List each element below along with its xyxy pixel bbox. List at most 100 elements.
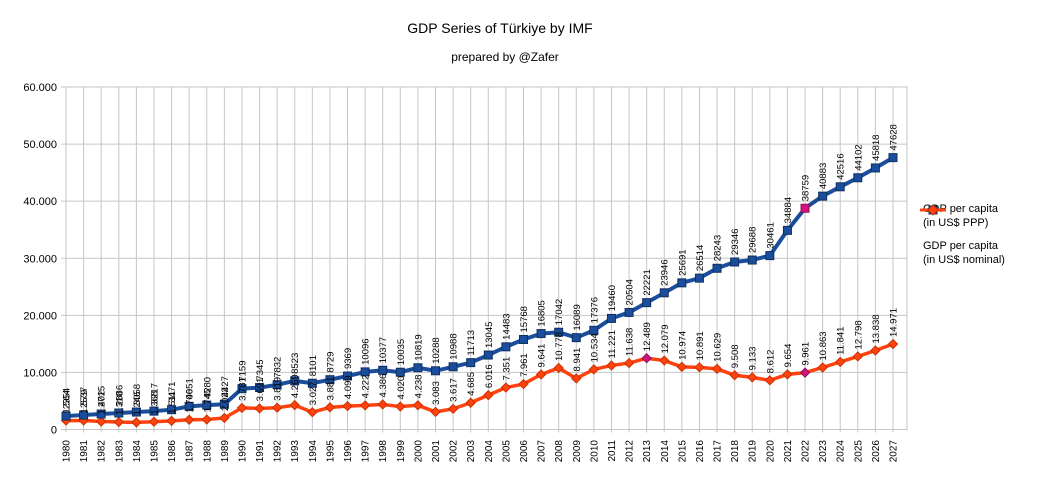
data-label: 4.099 <box>343 375 354 399</box>
x-tick-label: 2007 <box>537 440 548 463</box>
x-tick-label: 1982 <box>97 440 108 463</box>
highlighted-square-marker <box>800 203 810 213</box>
x-tick-label: 2021 <box>783 440 794 463</box>
data-label: 10.891 <box>695 331 706 360</box>
data-label: 4.386 <box>378 374 389 398</box>
data-label: 9.654 <box>783 344 794 368</box>
data-label: 9.508 <box>730 344 741 368</box>
x-tick-label: 2014 <box>660 440 671 463</box>
diamond-marker <box>219 412 230 424</box>
diamond-marker <box>430 406 441 418</box>
data-label: 16089 <box>572 304 583 330</box>
data-label: 17376 <box>589 297 600 323</box>
highlighted-diamond-marker <box>799 367 811 378</box>
data-label: 30461 <box>765 222 776 248</box>
square-marker <box>167 405 177 415</box>
data-label: 11.221 <box>607 330 618 358</box>
diamond-marker <box>166 415 177 427</box>
data-label: 1.402 <box>97 391 108 415</box>
data-label: 29346 <box>730 229 741 255</box>
x-tick-label: 1994 <box>308 440 319 463</box>
x-tick-label: 1993 <box>290 440 301 463</box>
x-tick-label: 2010 <box>589 440 600 463</box>
x-tick-label: 2022 <box>801 440 812 463</box>
data-label: 3471 <box>167 382 178 403</box>
diamond-marker <box>254 403 265 414</box>
square-marker <box>448 362 458 372</box>
data-label: 3217 <box>149 383 160 404</box>
data-label: 12.079 <box>660 324 671 353</box>
x-tick-label: 2016 <box>695 440 706 463</box>
data-label: 3.617 <box>449 378 460 402</box>
square-marker <box>642 298 652 308</box>
x-tick-label: 1990 <box>237 440 248 463</box>
square-marker <box>255 383 265 393</box>
x-tick-label: 2003 <box>466 440 477 463</box>
square-marker <box>835 182 845 192</box>
data-label: 3058 <box>132 384 143 405</box>
y-tick-label: 0 <box>51 425 57 437</box>
square-marker <box>219 399 229 409</box>
data-label: 19460 <box>607 285 618 311</box>
data-label: 17042 <box>554 299 565 325</box>
square-marker <box>307 378 317 388</box>
data-label: 1.511 <box>167 391 178 414</box>
data-label: 9369 <box>343 348 354 369</box>
diamond-marker <box>588 364 600 375</box>
diamond-marker <box>676 361 688 373</box>
x-tick-label: 2001 <box>431 440 442 463</box>
data-label: 26514 <box>695 245 706 271</box>
square-marker <box>483 350 493 360</box>
data-label: 10.863 <box>818 331 829 360</box>
data-label: 4.222 <box>361 375 372 399</box>
diamond-marker <box>887 338 899 350</box>
data-label: 1.579 <box>79 390 90 414</box>
square-marker <box>290 376 300 386</box>
data-label: 10.778 <box>554 332 565 361</box>
square-marker <box>694 273 704 283</box>
diamond-marker <box>518 378 529 390</box>
data-label: 3.691 <box>255 378 266 402</box>
square-marker <box>589 325 599 335</box>
data-label: 12.798 <box>853 320 864 349</box>
data-label: 2.022 <box>220 387 231 411</box>
legend-item-nominal: GDP per capita (in US$ nominal) <box>920 204 1045 267</box>
data-label: 6.016 <box>484 364 495 388</box>
data-label: 4280 <box>202 377 213 398</box>
square-marker <box>677 278 687 288</box>
data-label: 11.638 <box>625 328 636 356</box>
diamond-marker <box>359 400 371 411</box>
x-tick-label: 2006 <box>519 440 530 463</box>
data-label: 3.881 <box>325 377 336 401</box>
data-label: 1.368 <box>149 391 160 415</box>
square-marker <box>79 410 89 420</box>
data-label: 47628 <box>889 124 900 150</box>
legend-marker-diamond-icon <box>920 204 946 216</box>
data-label: 16805 <box>537 300 548 326</box>
data-label: 1.745 <box>202 389 213 413</box>
data-label: 3.819 <box>273 377 284 401</box>
data-label: 10377 <box>378 337 389 363</box>
x-tick-label: 2019 <box>748 440 759 463</box>
square-marker <box>413 363 423 373</box>
data-label: 7345 <box>255 359 266 380</box>
data-label: 10288 <box>431 337 442 363</box>
chart-subtitle: prepared by @Zafer <box>451 50 559 64</box>
x-tick-label: 2017 <box>713 440 724 463</box>
diamond-marker <box>747 372 758 383</box>
x-tick-label: 2002 <box>449 440 460 463</box>
square-marker <box>536 329 546 339</box>
square-marker <box>501 342 511 352</box>
data-label: 4.685 <box>466 372 477 396</box>
square-marker <box>343 371 353 381</box>
data-label: 34884 <box>783 197 794 223</box>
diamond-marker <box>483 389 494 401</box>
highlighted-diamond-marker <box>641 353 652 364</box>
data-label: 10988 <box>449 333 460 359</box>
data-label: 1.310 <box>114 391 125 415</box>
x-tick-label: 2027 <box>889 440 900 463</box>
square-marker <box>624 307 634 317</box>
data-label: 8101 <box>308 355 319 376</box>
x-tick-label: 2015 <box>677 440 688 463</box>
